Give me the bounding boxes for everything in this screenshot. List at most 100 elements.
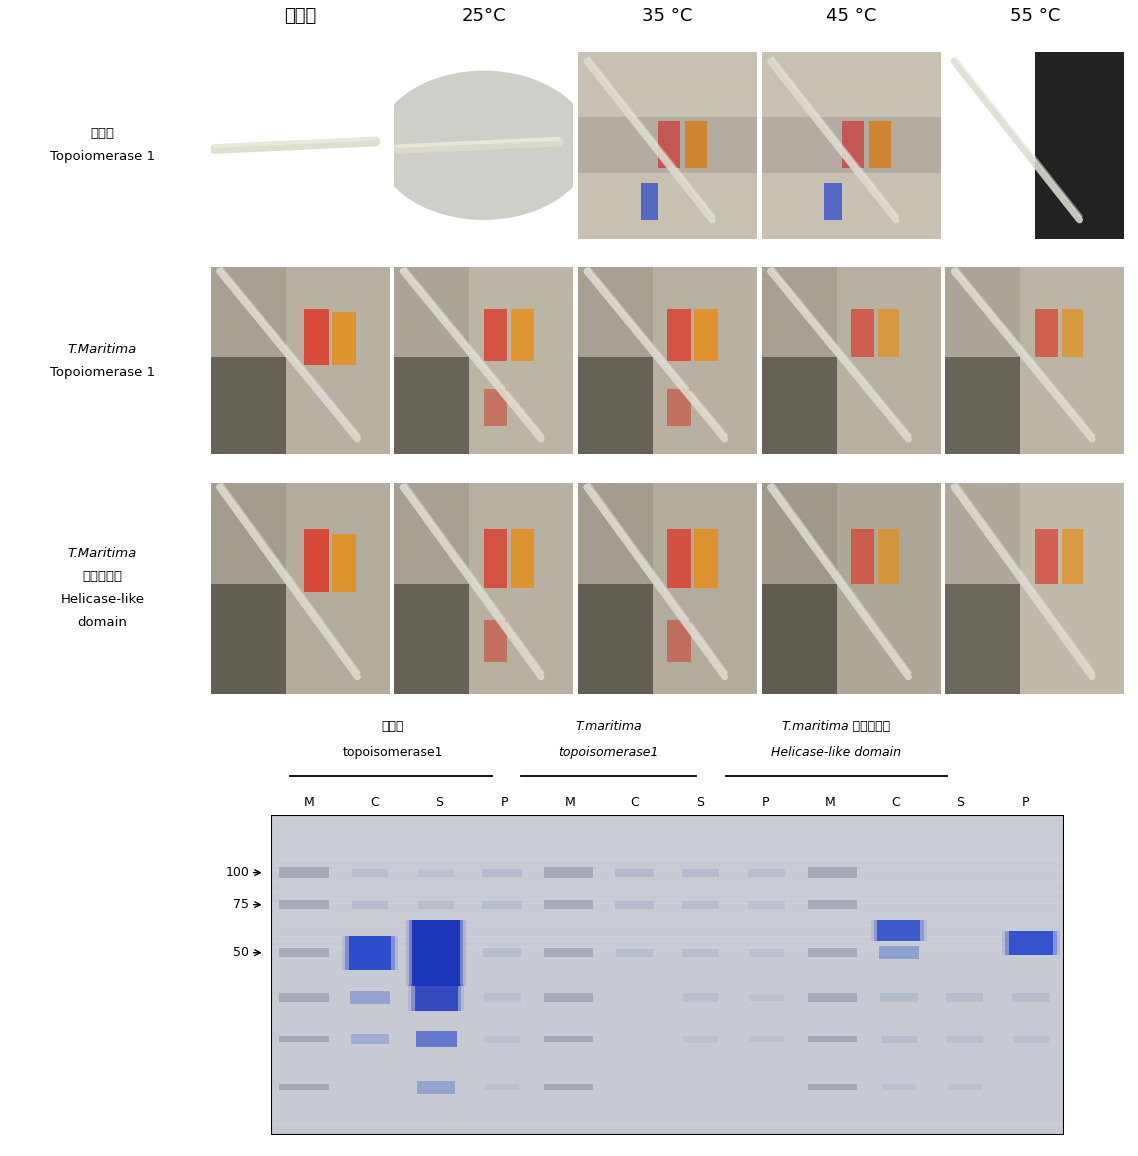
Text: T.maritima 역자이라제: T.maritima 역자이라제 [782,720,891,733]
Bar [851,529,874,584]
Bar [578,357,653,454]
Bar [881,1036,917,1043]
Text: S: S [436,796,444,809]
Text: domain: domain [77,616,127,630]
Bar [271,1103,1064,1113]
Text: T.maritima: T.maritima [576,720,642,733]
Bar [659,121,681,168]
Bar [271,948,1064,958]
Text: 100: 100 [225,866,249,879]
Bar [682,901,719,909]
Bar [851,309,874,357]
Bar [761,357,836,454]
Bar [271,849,1064,859]
Bar [685,121,707,168]
Bar [418,901,454,909]
Bar [211,584,286,694]
Text: Topoiomerase 1: Topoiomerase 1 [50,365,155,379]
Bar [946,357,1021,454]
Text: 측정전: 측정전 [284,7,316,24]
Bar [271,1091,1064,1102]
Bar [409,984,464,1012]
Bar [271,936,1064,948]
Text: M: M [564,796,575,809]
Bar [808,1084,857,1090]
Bar [411,984,461,1012]
Text: 대장균: 대장균 [381,720,404,733]
Bar [286,267,389,454]
Bar [394,584,470,694]
Bar [1062,309,1083,357]
Text: T.Maritima: T.Maritima [68,342,137,356]
Bar [879,309,899,357]
Bar [667,309,691,361]
Bar [271,860,1064,870]
Bar [578,584,653,694]
Bar [578,483,653,584]
Text: topoisomerase1: topoisomerase1 [343,746,443,758]
Bar [947,993,983,1001]
Bar [286,483,389,694]
Text: T.Maritima: T.Maritima [68,547,137,561]
Bar [271,1125,1064,1135]
Bar [1012,993,1050,1001]
Bar [694,309,718,361]
Text: Topoiomerase 1: Topoiomerase 1 [50,150,155,163]
Bar [394,483,470,584]
Bar [808,867,857,879]
Bar [1062,529,1083,584]
Bar [948,1084,982,1090]
Bar [271,904,1064,914]
Bar [616,901,653,909]
Bar [667,529,691,588]
Text: 50: 50 [233,946,249,959]
Bar [808,948,857,957]
Bar [808,1036,857,1043]
Bar [842,121,864,168]
Bar [946,267,1021,357]
Bar [578,267,653,357]
Bar [879,529,899,584]
Bar [271,1113,1064,1124]
Bar [1021,267,1124,454]
Bar [750,1036,784,1043]
Text: Helicase-like domain: Helicase-like domain [772,746,901,758]
Bar [1034,309,1058,357]
Bar [879,947,918,959]
Bar [470,483,574,694]
Bar [351,991,390,1003]
Bar [683,993,718,1001]
Bar [641,183,659,220]
Bar [1034,52,1124,238]
Bar [653,267,757,454]
Bar [271,1036,1064,1047]
Bar [345,935,395,970]
Bar [808,993,857,1001]
Bar [332,312,355,364]
Bar [877,920,921,941]
Text: 대장균: 대장균 [90,127,115,140]
Bar [694,529,718,588]
Bar [749,901,785,909]
Text: 75: 75 [233,898,249,911]
Bar [749,868,785,876]
Bar [869,121,891,168]
Bar [836,483,941,694]
Bar [880,993,918,1001]
Bar [271,992,1064,1002]
Bar [352,901,388,909]
Bar [271,815,1064,827]
Bar [874,920,924,941]
Bar [761,267,836,357]
Bar [271,1047,1064,1058]
Bar [304,309,329,364]
Bar [946,584,1021,694]
Bar [271,1003,1064,1014]
Bar [544,899,593,910]
Bar [418,868,454,876]
Bar [271,914,1064,926]
Bar [667,388,691,427]
Bar [271,958,1064,970]
Bar [394,357,470,454]
Bar [761,483,836,584]
